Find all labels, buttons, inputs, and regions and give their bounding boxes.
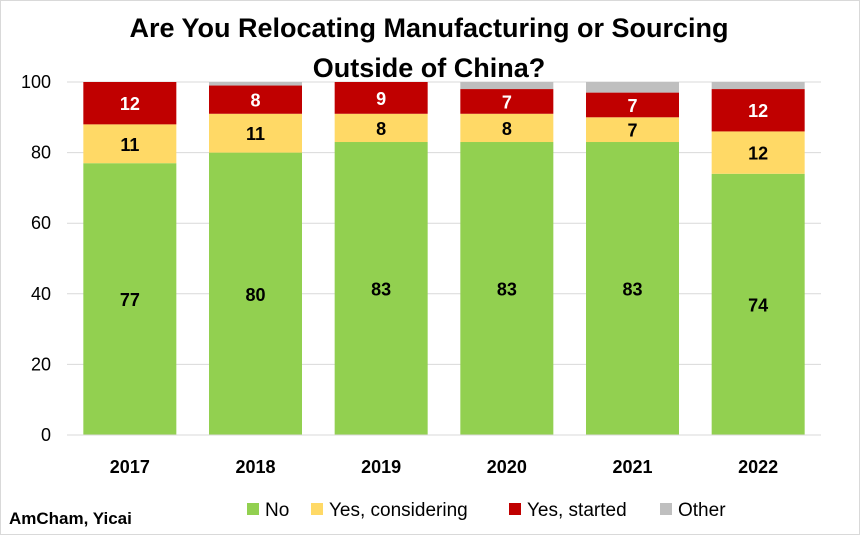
bar-segment-yes-considering-2022 — [711, 131, 805, 174]
legend-label: Yes, considering — [329, 500, 468, 521]
bar-segment-yes-considering-2018 — [209, 113, 302, 153]
bar-segment-yes-started-2018 — [209, 85, 302, 114]
bar-segment-no-2021 — [586, 142, 679, 435]
legend-item-no: No — [247, 500, 289, 521]
legend-label: Other — [678, 500, 726, 521]
y-tick-label: 0 — [41, 425, 51, 445]
data-label: 12 — [748, 101, 768, 121]
bar-segment-yes-started-2017 — [83, 82, 177, 125]
data-label: 80 — [245, 285, 265, 305]
x-tick-label: 2017 — [110, 457, 150, 477]
data-label: 8 — [502, 119, 512, 139]
data-label: 8 — [376, 119, 386, 139]
chart-title-line-2: Outside of China? — [313, 53, 546, 83]
bar-segment-yes-started-2019 — [334, 82, 428, 114]
bar-segment-no-2018 — [209, 152, 302, 435]
data-label: 77 — [120, 290, 140, 310]
x-axis: 2017 2018 2019 2020 2021 2022 — [67, 434, 821, 477]
x-tick-label: 2018 — [235, 457, 275, 477]
y-tick-label: 20 — [31, 354, 51, 374]
x-tick-label: 2019 — [361, 457, 401, 477]
bar-segment-no-2022 — [711, 173, 805, 435]
bar-segment-other-2020 — [460, 82, 554, 90]
data-label: 7 — [502, 92, 512, 112]
bar-group-2018: 80 11 8 — [209, 82, 302, 435]
data-label: 12 — [120, 94, 140, 114]
data-label: 83 — [497, 280, 517, 300]
legend-item-other: Other — [660, 500, 726, 521]
legend-label: No — [265, 500, 289, 521]
bar-segment-other-2018 — [209, 82, 302, 86]
y-axis: 0 20 40 60 80 100 — [21, 72, 51, 445]
y-tick-label: 100 — [21, 72, 51, 92]
bar-segment-no-2020 — [460, 142, 554, 435]
data-label: 9 — [376, 89, 386, 109]
data-label: 83 — [371, 280, 391, 300]
legend-item-yes-started: Yes, started — [509, 500, 627, 521]
legend-swatch — [247, 503, 259, 515]
bar-segment-yes-considering-2020 — [460, 113, 554, 143]
legend-swatch — [660, 503, 672, 515]
bar-segment-yes-considering-2021 — [586, 117, 679, 143]
data-label: 7 — [627, 121, 637, 141]
bar-segment-yes-considering-2019 — [334, 113, 428, 143]
bar-segment-other-2021 — [586, 82, 679, 93]
bar-group-2017: 77 11 12 — [83, 82, 177, 435]
data-label: 83 — [622, 280, 642, 300]
legend-swatch — [311, 503, 323, 515]
chart-title-line-1: Are You Relocating Manufacturing or Sour… — [129, 13, 728, 43]
bar-group-2020: 83 8 7 — [460, 82, 554, 435]
bar-group-2019: 83 8 9 — [334, 82, 428, 435]
legend-label: Yes, started — [527, 500, 627, 521]
x-tick-label: 2020 — [487, 457, 527, 477]
bar-segment-no-2017 — [83, 163, 177, 435]
legend-item-yes-considering: Yes, considering — [311, 500, 468, 521]
bar-segment-no-2019 — [334, 142, 428, 435]
data-label: 7 — [627, 96, 637, 116]
y-tick-label: 60 — [31, 213, 51, 233]
data-label: 12 — [748, 144, 768, 164]
legend-swatch — [509, 503, 521, 515]
data-label: 74 — [748, 295, 768, 315]
x-tick-label: 2022 — [738, 457, 778, 477]
gridlines — [67, 81, 821, 436]
source-note: AmCham, Yicai — [9, 509, 132, 528]
bar-segment-yes-started-2020 — [460, 89, 554, 114]
x-tick-label: 2021 — [612, 457, 652, 477]
y-tick-label: 40 — [31, 284, 51, 304]
data-label: 11 — [120, 135, 139, 155]
bar-segment-yes-considering-2017 — [83, 124, 177, 164]
bar-segment-yes-started-2021 — [586, 92, 679, 118]
data-label: 11 — [246, 124, 265, 144]
bar-group-2022: 74 12 12 — [711, 82, 805, 435]
y-tick-label: 80 — [31, 143, 51, 163]
data-label: 8 — [250, 91, 260, 111]
bar-segment-other-2022 — [711, 82, 805, 90]
legend: No Yes, considering Yes, started Other — [247, 500, 726, 521]
bar-segment-yes-started-2022 — [711, 89, 805, 132]
bar-group-2021: 83 7 7 — [586, 82, 679, 435]
